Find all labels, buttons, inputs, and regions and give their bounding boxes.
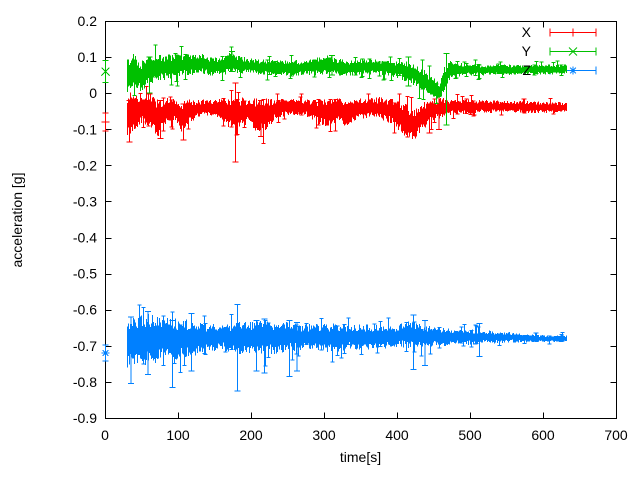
y-tick-label: -0.7 [73, 338, 97, 354]
legend-sample-x [549, 28, 597, 37]
y-tick-label: 0 [89, 85, 97, 101]
x-tick-label: 200 [239, 427, 263, 443]
x-tick-label: 0 [101, 427, 109, 443]
x-tick-label: 700 [604, 427, 628, 443]
y-tick-label: 0.2 [78, 13, 98, 29]
x-tick-label: 400 [385, 427, 409, 443]
x-tick-label: 500 [458, 427, 482, 443]
legend-label-z: Z [522, 62, 531, 78]
y-tick-label: -0.8 [73, 374, 97, 390]
x-axis-title: time[s] [339, 449, 382, 465]
y-tick-label: -0.2 [73, 157, 97, 173]
y-tick-label: -0.3 [73, 193, 97, 209]
series-x [101, 82, 567, 163]
x-tick-label: 600 [531, 427, 555, 443]
y-axis-title: acceleration [g] [9, 172, 25, 268]
legend-sample-y [549, 47, 597, 56]
y-tick-label: -0.6 [73, 302, 97, 318]
y-tick-label: -0.4 [73, 230, 97, 246]
series-y [101, 44, 567, 126]
y-tick-label: 0.1 [78, 49, 98, 65]
axes [105, 21, 617, 419]
series-z [101, 303, 567, 392]
tick-labels: 0.2 0.1 0 -0.1 -0.2 -0.3 -0.4 -0.5 -0.6 -0.7 -0.8 -… [73, 13, 628, 443]
y-tick-label: -0.5 [73, 266, 97, 282]
legend-label-y: Y [521, 43, 531, 59]
x-tick-label: 300 [312, 427, 336, 443]
x-tick-label: 100 [166, 427, 190, 443]
y-tick-label: -0.9 [73, 410, 97, 426]
y-tick-label: -0.1 [73, 121, 97, 137]
legend-label-x: X [521, 24, 531, 40]
